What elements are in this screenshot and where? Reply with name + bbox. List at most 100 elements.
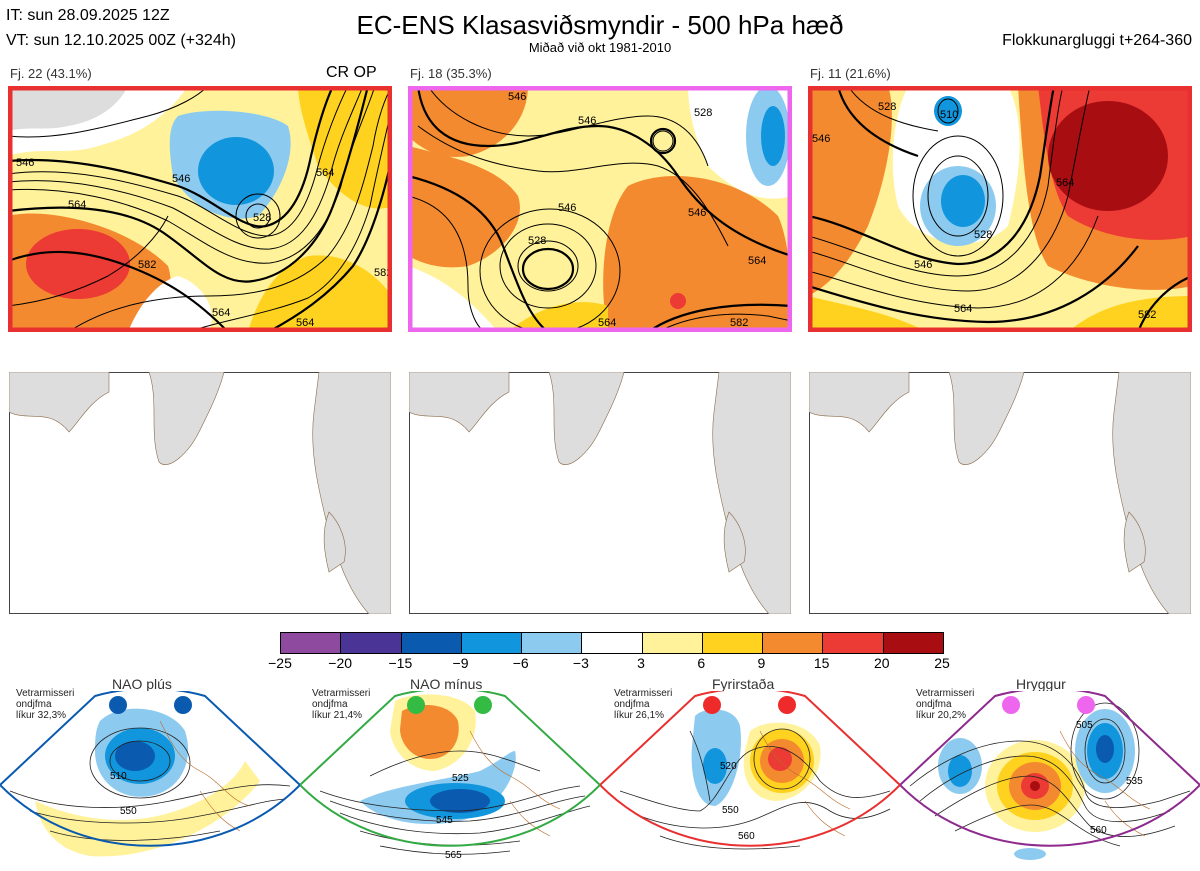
regime-2-note-2: ondjfma <box>312 699 348 710</box>
panel-1-contour-528: 528 <box>253 212 271 224</box>
regime-2-label-545: 545 <box>436 815 453 826</box>
panel-2-border <box>408 86 792 332</box>
regime-4-note-1: Vetrarmisseri <box>916 688 975 699</box>
colorbar-swatch <box>461 633 523 653</box>
colorbar <box>280 632 944 654</box>
regime-4-border <box>900 691 1200 847</box>
blank-map-1 <box>9 372 391 614</box>
regime-2-note-3: líkur 21,4% <box>312 710 363 721</box>
colorbar-swatch <box>763 633 824 653</box>
regime-1-label-550: 550 <box>120 806 137 817</box>
regime-2-label-565: 565 <box>445 850 462 861</box>
panel-1-tag: CR OP <box>326 64 377 81</box>
colorbar-swatch <box>341 633 402 653</box>
colorbar-tick-label: 25 <box>934 655 950 671</box>
regime-3-note-3: líkur 26,1% <box>614 710 665 721</box>
panel-1-contour-546a: 546 <box>16 157 34 169</box>
regime-4-dot-right <box>1077 696 1095 714</box>
colorbar-tick-label: −20 <box>328 655 353 671</box>
panel-3-contour-564b: 564 <box>1056 177 1074 189</box>
page-subtitle: Miðað við okt 1981-2010 <box>528 40 672 55</box>
colorbar-swatch <box>883 633 943 653</box>
panel-1-contour-582a: 582 <box>138 259 156 271</box>
colorbar-swatch <box>281 633 342 653</box>
regime-1-note-3: líkur 32,3% <box>16 710 67 721</box>
colorbar-swatch <box>642 633 703 653</box>
regime-1-dot-left <box>109 696 127 714</box>
cluster-map-2: 546 546 528 546 528 546 564 582 564 <box>408 86 792 332</box>
regime-4-note-2: ondjfma <box>916 699 952 710</box>
panel-1-border <box>8 86 392 332</box>
colorbar-tick-label: −25 <box>268 655 292 671</box>
panel-2-contour-528b: 528 <box>694 107 712 119</box>
regime-2-note-1: Vetrarmisseri <box>312 688 371 699</box>
regime-1-label-510: 510 <box>110 771 127 782</box>
regime-3-title: Fyrirstaða <box>712 676 775 692</box>
regime-3-note-2: ondjfma <box>614 699 650 710</box>
regime-nao-plus: Vetrarmisseri ondjfma líkur 32,3% NAO pl… <box>0 676 300 871</box>
panel-3-contour-564a: 564 <box>954 303 972 315</box>
regime-3-dot-left <box>703 696 721 714</box>
regime-blocking: Vetrarmisseri ondjfma líkur 26,1% Fyrirs… <box>600 676 900 871</box>
panel-1-contour-546b: 546 <box>172 173 190 185</box>
colorbar-tick-label: 9 <box>757 655 766 671</box>
panel-2-contour-564a: 564 <box>748 255 766 267</box>
panel-1-contour-564c: 564 <box>296 317 314 329</box>
regime-ridge: Vetrarmisseri ondjfma líkur 20,2% Hryggu… <box>900 676 1200 871</box>
classification-window: Flokkunargluggi t+264-360 <box>1002 32 1192 49</box>
panel-2-contour-564b: 564 <box>598 317 616 329</box>
panel-2-contour-582: 582 <box>730 317 748 329</box>
valid-time: VT: sun 12.10.2025 00Z (+324h) <box>6 32 236 49</box>
regime-3-label-560: 560 <box>738 831 755 842</box>
regime-2-border <box>300 691 600 847</box>
regime-3-label-550: 550 <box>722 805 739 816</box>
regime-1-map: 510 550 <box>0 691 300 857</box>
panel-2-contour-546a: 546 <box>508 91 526 103</box>
regime-4-label-505: 505 <box>1076 720 1093 731</box>
regime-1-dot-right <box>174 696 192 714</box>
colorbar-tick-label: 20 <box>874 655 890 671</box>
panel-2-contour-546d: 546 <box>688 207 706 219</box>
cluster-map-3: 546 528 510 528 546 564 564 582 <box>808 86 1192 332</box>
colorbar-ticks: −25 −20 −15 −9 −6 −3 3 6 9 15 20 25 <box>250 655 970 675</box>
colorbar-tick-label: −15 <box>388 655 413 671</box>
regime-3-dot-right <box>778 696 796 714</box>
regime-3-note-1: Vetrarmisseri <box>614 688 673 699</box>
regime-row: Vetrarmisseri ondjfma líkur 32,3% NAO pl… <box>0 676 1200 871</box>
panel-1-contour-564b: 564 <box>212 307 230 319</box>
regime-1-note-1: Vetrarmisseri <box>16 688 75 699</box>
colorbar-tick-label: −9 <box>452 655 469 671</box>
cluster-map-1: 546 546 564 582 564 564 528 564 582 <box>8 86 392 332</box>
blank-map-2 <box>409 372 791 614</box>
panel-3-contour-546a: 546 <box>812 133 830 145</box>
initial-time: IT: sun 28.09.2025 12Z <box>6 7 170 24</box>
regime-1-border <box>0 691 300 847</box>
panel-3-contour-528b: 528 <box>974 229 992 241</box>
regime-2-dot-left <box>407 696 425 714</box>
regime-1-note-2: ondjfma <box>16 699 52 710</box>
regime-nao-minus: Vetrarmisseri ondjfma líkur 21,4% NAO mí… <box>300 676 600 871</box>
panel-2-label: Fj. 18 (35.3%) <box>410 66 492 81</box>
panel-2-contour-546c: 546 <box>558 202 576 214</box>
regime-3-map: 520 550 560 <box>600 691 900 850</box>
regime-3-border <box>600 691 900 847</box>
panel-1-contour-564d: 564 <box>316 167 334 179</box>
colorbar-tick-label: 6 <box>697 655 706 671</box>
panel-2-contour-546b: 546 <box>578 115 596 127</box>
panel-3-contour-510: 510 <box>940 109 958 121</box>
colorbar-swatch <box>401 633 462 653</box>
page-title: EC-ENS Klasasviðsmyndir - 500 hPa hæð <box>356 10 844 40</box>
regime-2-dot-right <box>474 696 492 714</box>
regime-3-label-520: 520 <box>720 761 737 772</box>
colorbar-swatch <box>702 633 764 653</box>
regime-4-label-560: 560 <box>1090 825 1107 836</box>
panel-3-label: Fj. 11 (21.6%) <box>810 66 891 81</box>
blank-map-3 <box>809 372 1191 614</box>
panel-3-contour-528a: 528 <box>878 101 896 113</box>
colorbar-tick-label: −6 <box>512 655 529 671</box>
regime-1-title: NAO plús <box>112 676 172 692</box>
panel-1-contour-564a: 564 <box>68 199 86 211</box>
panel-3-contour-546b: 546 <box>914 259 932 271</box>
colorbar-swatch <box>823 633 884 653</box>
panel-3-border <box>808 86 1192 332</box>
